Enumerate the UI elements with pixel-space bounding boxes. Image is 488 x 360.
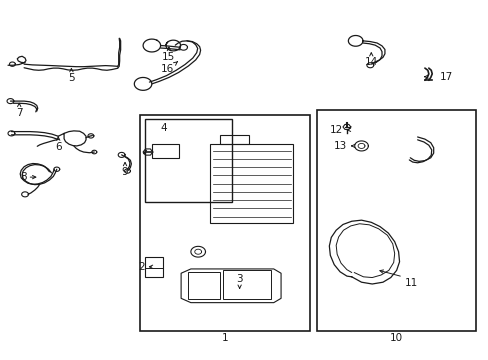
Text: 5: 5: [68, 73, 75, 84]
Text: 4: 4: [161, 123, 167, 133]
Text: 11: 11: [404, 278, 417, 288]
Bar: [220, 135, 249, 144]
Text: 1: 1: [221, 333, 228, 343]
Text: 2: 2: [138, 262, 145, 272]
Text: 14: 14: [364, 57, 377, 67]
Bar: [144, 257, 163, 277]
Bar: [152, 144, 178, 158]
Bar: [140, 116, 310, 330]
Text: 9: 9: [122, 167, 128, 177]
Text: 7: 7: [16, 108, 22, 118]
Bar: [188, 272, 220, 299]
Text: 3: 3: [236, 274, 243, 284]
Bar: [144, 119, 232, 202]
Text: 8: 8: [20, 172, 26, 182]
Text: 10: 10: [389, 333, 403, 343]
Text: 12: 12: [329, 125, 342, 135]
Text: 16: 16: [161, 64, 174, 74]
Bar: [222, 270, 271, 299]
Text: 13: 13: [333, 141, 346, 151]
Bar: [210, 144, 293, 223]
Text: 17: 17: [439, 72, 452, 82]
Bar: [316, 110, 475, 330]
Text: 15: 15: [162, 52, 175, 62]
Text: 6: 6: [55, 142, 61, 152]
